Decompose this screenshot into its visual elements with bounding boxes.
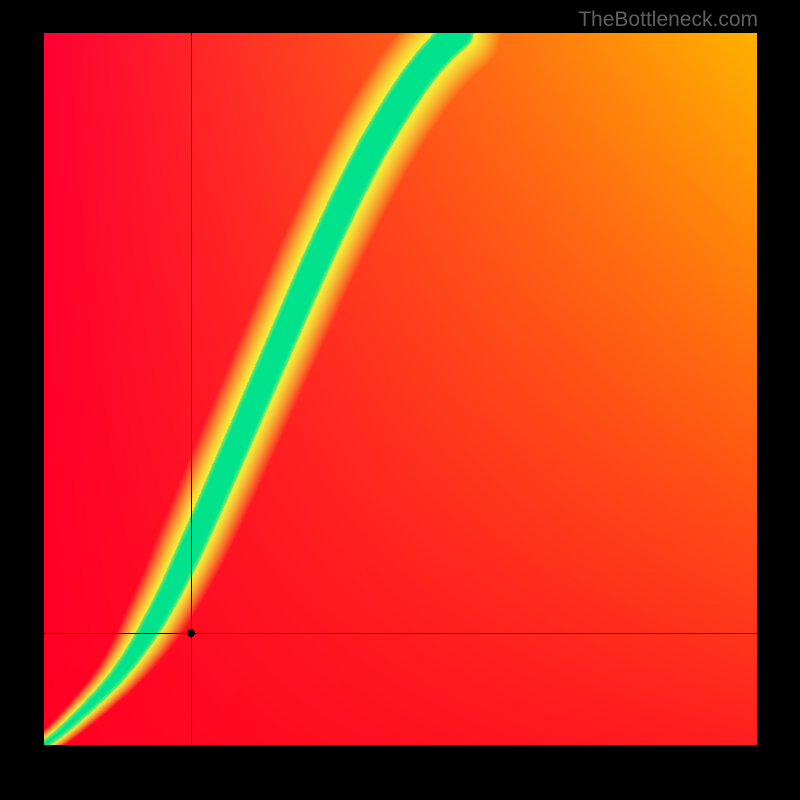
chart-container: TheBottleneck.com [0, 0, 800, 800]
crosshair-vertical [191, 33, 192, 745]
watermark-text: TheBottleneck.com [578, 8, 758, 32]
plot-area [44, 33, 757, 745]
heatmap-canvas [44, 33, 757, 745]
crosshair-horizontal [44, 633, 757, 634]
crosshair-marker [187, 629, 195, 637]
